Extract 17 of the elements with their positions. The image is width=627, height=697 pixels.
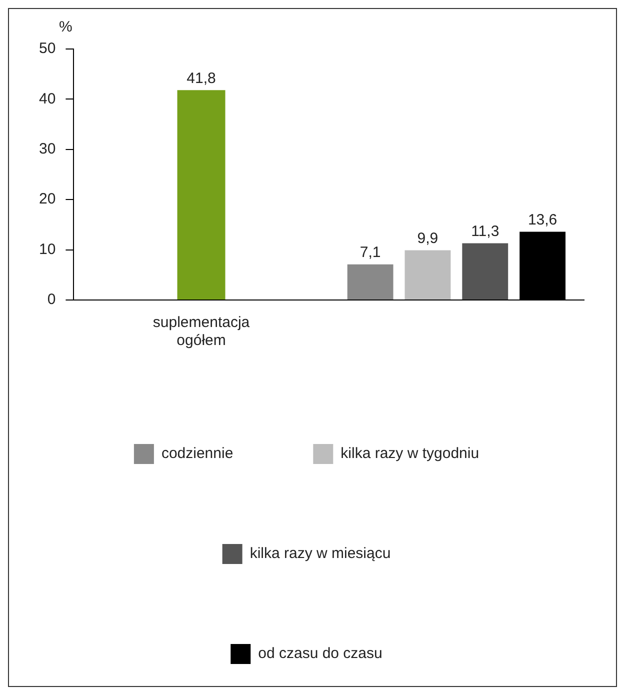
legend-label: codziennie xyxy=(161,445,234,462)
data-label: 13,6 xyxy=(528,211,558,228)
y-tick-label: 30 xyxy=(38,140,56,158)
y-tick-label: 40 xyxy=(38,90,56,108)
legend-label: od czasu do czasu xyxy=(258,645,382,662)
y-tick-label: 0 xyxy=(47,291,56,308)
y-axis-title: % xyxy=(59,18,72,36)
data-label: 7,1 xyxy=(360,244,381,261)
data-label: 11,3 xyxy=(471,222,500,240)
y-tick-label: 20 xyxy=(38,190,56,208)
y-tick-label: 50 xyxy=(38,40,56,58)
data-label: 41,8 xyxy=(186,70,216,87)
legend-label: kilka razy w miesiącu xyxy=(250,545,391,562)
x-tick-label: suplementacja ogółem xyxy=(152,314,250,350)
data-label: 9,9 xyxy=(417,230,438,247)
y-tick-label: 10 xyxy=(38,240,56,258)
legend-label: kilka razy w tygodniu xyxy=(340,445,480,462)
